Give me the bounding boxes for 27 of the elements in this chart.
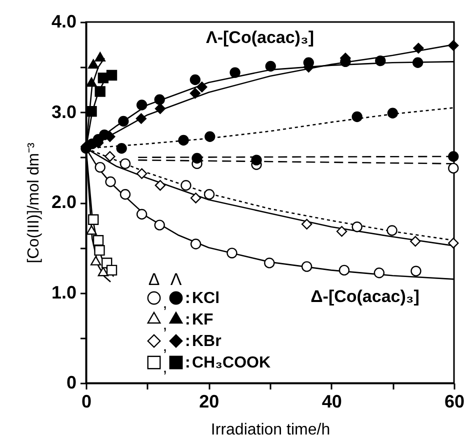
legend-label: KCl — [192, 290, 220, 307]
x-tick-label: 40 — [322, 392, 342, 412]
text: : — [185, 312, 190, 328]
legend-label: CH₃COOK — [192, 354, 271, 372]
x-tick-label: 20 — [199, 392, 220, 412]
y-tick-label: 1.0 — [51, 282, 76, 302]
y-tick-label: 2.0 — [51, 192, 76, 212]
y-axis-title: [Co(III)]/mol dm⁻³ — [25, 142, 42, 264]
annotation: Δ-[Co(acac)₃] — [310, 287, 420, 306]
y-tick-label: 4.0 — [51, 12, 76, 32]
text: , — [162, 338, 168, 355]
text: : — [185, 354, 190, 372]
y-tick-label: 0 — [66, 372, 76, 392]
x-axis-title: Irradiation time/h — [210, 422, 330, 438]
annotation: : — [185, 290, 190, 307]
x-tick-label: 0 — [81, 392, 92, 412]
annotation: Λ — [170, 270, 182, 289]
annotation: Λ-[Co(acac)₃] — [206, 28, 314, 47]
x-tick-label: 60 — [444, 392, 465, 412]
legend-label: KF — [192, 312, 214, 328]
legend-label: KBr — [192, 333, 222, 350]
text: , — [162, 316, 168, 334]
y-tick-label: 3.0 — [51, 102, 76, 122]
annotation: Δ — [148, 270, 160, 289]
text: , — [162, 360, 168, 376]
annotation: , — [162, 295, 168, 312]
text: : — [185, 333, 190, 350]
